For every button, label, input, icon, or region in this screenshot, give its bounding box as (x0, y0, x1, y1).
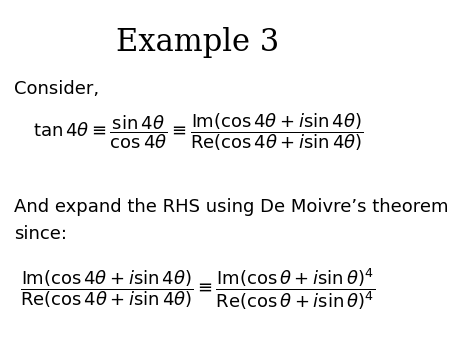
Text: $\tan 4\theta \equiv \dfrac{\sin 4\theta}{\cos 4\theta}\equiv \dfrac{\mathrm{Im}: $\tan 4\theta \equiv \dfrac{\sin 4\theta… (33, 111, 363, 153)
Text: And expand the RHS using De Moivre’s theorem
since:: And expand the RHS using De Moivre’s the… (15, 198, 449, 243)
Text: Consider,: Consider, (15, 80, 100, 98)
Text: $\dfrac{\mathrm{Im}(\cos 4\theta + i\sin 4\theta)}{\mathrm{Re}(\cos 4\theta + i\: $\dfrac{\mathrm{Im}(\cos 4\theta + i\sin… (20, 266, 375, 312)
Text: Example 3: Example 3 (116, 27, 280, 58)
